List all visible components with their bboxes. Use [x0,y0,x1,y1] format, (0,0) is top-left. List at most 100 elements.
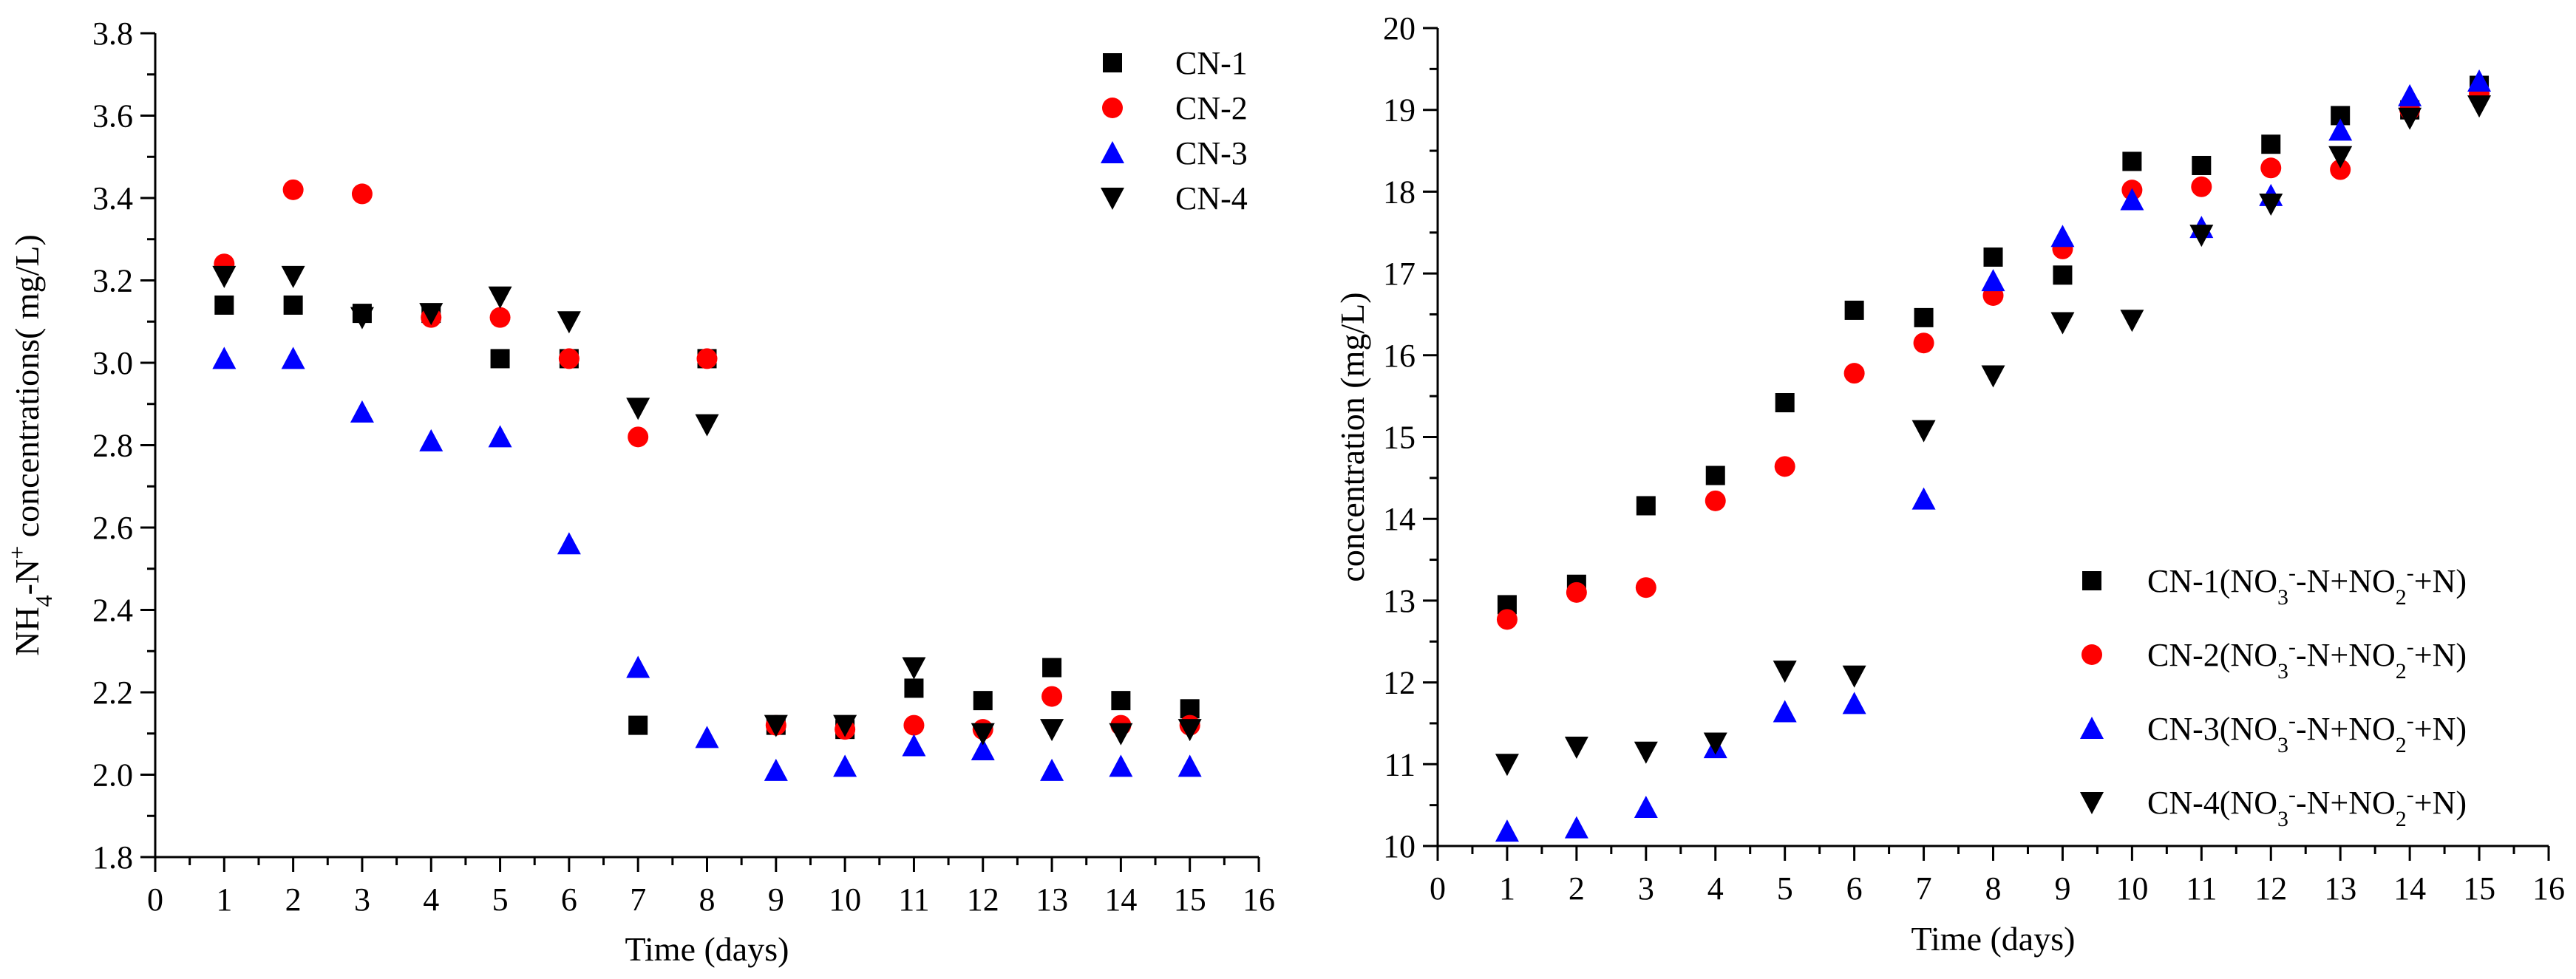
data-point [2467,69,2492,92]
data-point [903,714,925,736]
data-point [1495,754,1519,777]
data-point [1634,741,1658,764]
data-point [1981,365,2005,388]
legend-label: CN-4(NO3--N+NO2-+N) [2147,782,2467,831]
x-tick-label: 8 [1985,870,2002,907]
data-point [1844,300,1864,320]
data-point [351,183,373,205]
y-tick-label: 2.6 [92,510,133,546]
x-tick-label: 0 [147,881,163,918]
legend-marker [1101,141,1124,163]
y-tick-label: 3.2 [92,263,133,299]
data-point [1109,754,1133,777]
data-point [1773,700,1797,723]
series-CN-3 [212,347,1202,781]
y-tick-label: 11 [1384,746,1416,782]
y-tick-label: 2.4 [92,593,133,629]
y-tick-label: 3.6 [92,98,133,134]
data-point [2259,194,2283,216]
data-point [1111,691,1131,711]
x-tick-label: 6 [1846,870,1863,907]
data-point [1705,465,1725,485]
data-point [902,657,926,680]
data-point [283,295,303,315]
data-point [212,265,237,288]
legend-label: CN-3 [1175,135,1248,171]
data-point [2328,118,2353,141]
data-point [557,311,581,334]
data-point [1842,692,1866,714]
data-point [557,532,581,555]
y-tick-label: 3.0 [92,345,133,381]
legend-marker [1101,188,1124,210]
x-tick-label: 1 [1499,870,1515,907]
chart-nitrate-nitrite: 0 1 2 3 4 5 6 7 8 9 10 11 12 13 14 15 161011121314151617… [1333,10,2565,958]
data-point [488,286,512,309]
legend: CN-1 CN-2 CN-3 CN-4 [1101,45,1248,216]
data-point [1042,658,1062,678]
data-point [1634,795,1658,818]
legend-label: CN-2(NO3--N+NO2-+N) [2147,635,2467,683]
legend-label: CN-1(NO3--N+NO2-+N) [2147,561,2467,610]
legend-marker [1102,98,1123,118]
data-point [558,348,580,369]
series-CN-2 [214,179,1200,740]
y-tick-label: 14 [1383,501,1416,537]
y-tick-label: 2.2 [92,675,133,711]
legend-marker [2081,644,2102,665]
data-point [1177,754,1202,777]
y-tick-label: 17 [1383,256,1416,292]
x-tick-label: 3 [1638,870,1654,907]
data-point [833,714,857,737]
data-point [2330,159,2351,180]
data-point [2050,312,2075,335]
data-point [764,714,788,737]
data-point [1564,816,1588,839]
legend-label: CN-4 [1175,180,1248,216]
x-tick-label: 10 [829,881,861,918]
x-tick-label: 6 [561,881,577,918]
legend-label: CN-2 [1175,90,1248,126]
x-tick-label: 4 [423,881,439,918]
y-tick-label: 20 [1383,10,1416,47]
data-point [350,307,374,330]
data-point [281,347,305,369]
data-point [1040,758,1064,781]
y-tick-label: 2.8 [92,428,133,464]
data-point [2260,157,2282,179]
x-tick-label: 11 [2186,870,2217,907]
y-tick-label: 3.8 [92,16,133,52]
data-point [1981,269,2005,292]
y-tick-label: 15 [1383,420,1416,456]
x-tick-label: 9 [768,881,784,918]
data-point [282,179,304,200]
x-tick-label: 5 [1777,870,1793,907]
x-tick-label: 14 [2393,870,2426,907]
data-point [1983,247,2003,267]
y-axis-title: NH4-N+ concentrations( mg/L) [4,234,57,656]
data-point [1495,819,1519,842]
data-point [628,715,648,735]
x-tick-label: 10 [2115,870,2148,907]
data-point [1040,719,1064,742]
x-tick-label: 16 [2532,870,2565,907]
x-tick-label: 15 [2463,870,2495,907]
data-point [214,295,234,315]
data-point [1041,686,1063,707]
x-tick-label: 12 [967,881,999,918]
data-point [2189,225,2214,248]
x-tick-label: 13 [1036,881,1068,918]
data-point [1496,609,1518,630]
data-point [971,723,995,746]
x-tick-label: 9 [2054,870,2070,907]
data-point [695,726,719,748]
data-point [488,425,512,448]
data-point [2261,134,2281,154]
x-axis-title: Time (days) [625,930,789,968]
x-tick-label: 7 [1916,870,1932,907]
data-point [2398,83,2422,106]
data-point [2050,225,2075,248]
data-point [626,398,650,420]
data-point [971,738,995,761]
data-point [2398,107,2422,130]
